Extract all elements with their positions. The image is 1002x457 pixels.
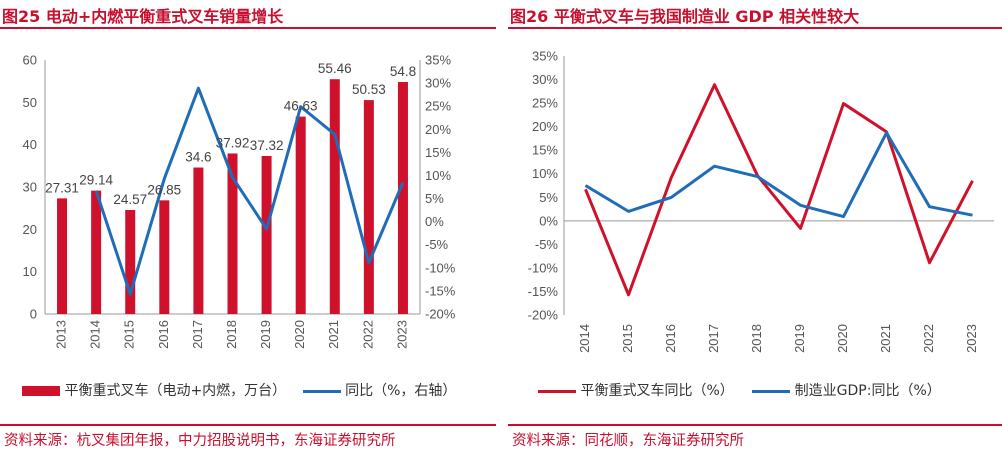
bar-data-label: 50.53 <box>352 82 386 97</box>
bar-data-label: 26.85 <box>147 182 181 197</box>
x-tick-label: 2016 <box>156 320 171 349</box>
x-tick-label: 2018 <box>224 320 239 349</box>
right-source-rule <box>508 424 1002 426</box>
x-tick-label: 2022 <box>360 320 375 349</box>
y-tick-label: -15% <box>528 284 559 299</box>
y2-tick-label: -10% <box>425 260 456 275</box>
bar-data-label: 37.92 <box>216 135 250 150</box>
bar-data-label: 54.8 <box>390 64 416 79</box>
left-chart-panel: 图25 电动+内燃平衡重式叉车销量增长 0 10 20 30 40 50 60 35% 30% 2… <box>0 0 496 457</box>
bar <box>57 198 68 314</box>
left-source-rule <box>0 424 496 426</box>
x-tick-label: 2020 <box>835 324 850 353</box>
bar <box>91 190 102 314</box>
right-source: 资料来源：同花顺，东海证券研究所 <box>512 433 744 449</box>
legend-label-gdp: 制造业GDP:同比（%） <box>794 383 941 399</box>
x-tick-label: 2017 <box>190 320 205 349</box>
y-tick-label: 35% <box>532 49 558 64</box>
bar <box>227 153 238 314</box>
right-chart-panel: 图26 平衡式叉车与我国制造业 GDP 相关性较大 35% 30% 25% 20% 15… <box>508 0 1002 457</box>
x-tick-label: 2014 <box>88 320 103 349</box>
legend-label-bar: 平衡重式叉车（电动+内燃，万台） <box>64 383 287 399</box>
yoy-growth-line <box>94 86 405 296</box>
right-title-rule <box>508 27 1002 29</box>
y2-tick-label: -15% <box>425 283 456 298</box>
legend-swatch-forklift <box>538 389 576 393</box>
y-tick-label: 25% <box>532 96 558 111</box>
bar <box>193 167 204 314</box>
x-tick-label: 2020 <box>292 320 307 349</box>
y-tick-label: 10% <box>532 166 558 181</box>
bar-data-label: 29.14 <box>79 173 113 188</box>
y-tick-label: 20 <box>23 222 37 237</box>
y2-tick-label: 15% <box>425 145 451 160</box>
bar-data-label: 55.46 <box>318 61 352 76</box>
x-tick-label: 2015 <box>122 320 137 349</box>
y-tick-label: 50 <box>23 95 37 110</box>
manufacturing-gdp-line <box>584 131 973 219</box>
bar-data-label: 46.63 <box>284 99 318 114</box>
x-tick-label: 2014 <box>577 324 592 353</box>
x-tick-label: 2019 <box>258 320 273 349</box>
bar-data-label: 27.31 <box>45 180 79 195</box>
y-tick-label: 40 <box>23 137 37 152</box>
legend-swatch-gdp <box>752 389 791 393</box>
y2-tick-label: 10% <box>425 168 451 183</box>
y-tick-label: -20% <box>528 308 559 323</box>
y2-tick-label: -20% <box>425 307 456 322</box>
bar <box>261 156 272 314</box>
y2-tick-label: 30% <box>425 76 451 91</box>
bar <box>295 116 306 314</box>
bar-data-label: 37.32 <box>250 138 284 153</box>
y-tick-label: 30 <box>23 180 37 195</box>
y2-tick-label: 5% <box>425 191 444 206</box>
bar <box>363 100 374 315</box>
x-tick-label: 2018 <box>749 324 764 353</box>
legend-label-line: 同比（%，右轴） <box>345 383 457 399</box>
left-chart: 0 10 20 30 40 50 60 35% 30% 25% 20% 15% 10% 5% 0% -5% -1… <box>23 53 456 349</box>
x-tick-label: 2023 <box>964 324 979 353</box>
legend-swatch-bar <box>22 386 60 396</box>
y-tick-label: -5% <box>535 237 559 252</box>
x-tick-label: 2016 <box>663 324 678 353</box>
left-title-rule <box>0 27 496 29</box>
forklift-yoy-line <box>584 83 974 297</box>
left-chart-title: 图25 电动+内燃平衡重式叉车销量增长 <box>2 7 284 26</box>
x-tick-label: 2022 <box>921 324 936 353</box>
y-tick-label: 5% <box>539 190 558 205</box>
x-tick-label: 2023 <box>394 320 409 349</box>
right-chart-title: 图26 平衡式叉车与我国制造业 GDP 相关性较大 <box>510 7 860 26</box>
left-source: 资料来源：杭叉集团年报，中力招股说明书，东海证券研究所 <box>4 433 396 449</box>
bar-data-label: 24.57 <box>113 192 147 207</box>
x-tick-label: 2017 <box>706 324 721 353</box>
y-tick-label: 0% <box>539 213 558 228</box>
legend-label-forklift: 平衡重式叉车同比（%） <box>580 383 734 399</box>
bar-data-label: 34.6 <box>185 150 211 165</box>
y-tick-label: -10% <box>528 260 559 275</box>
y-tick-label: 30% <box>532 72 558 87</box>
x-tick-label: 2019 <box>792 324 807 353</box>
y-tick-label: 20% <box>532 119 558 134</box>
y-tick-label: 60 <box>23 53 37 68</box>
bar <box>397 82 408 314</box>
y2-tick-label: 25% <box>425 99 451 114</box>
y-tick-label: 10 <box>23 264 37 279</box>
bar <box>125 209 136 314</box>
y2-tick-label: -5% <box>425 237 449 252</box>
y2-tick-label: 0% <box>425 214 444 229</box>
y2-tick-label: 20% <box>425 122 451 137</box>
bar <box>159 200 170 314</box>
left-legend: 平衡重式叉车（电动+内燃，万台） 同比（%，右轴） <box>22 380 456 400</box>
bar <box>329 79 340 314</box>
x-tick-label: 2015 <box>620 324 635 353</box>
right-legend: 平衡重式叉车同比（%） 制造业GDP:同比（%） <box>538 380 941 400</box>
y2-tick-label: 35% <box>425 53 451 68</box>
x-tick-label: 2013 <box>53 320 68 349</box>
x-tick-label: 2021 <box>878 324 893 353</box>
legend-swatch-line <box>302 389 341 393</box>
right-chart: 35% 30% 25% 20% 15% 10% 5% 0% -5% -10% -15% -20% 201… <box>528 49 994 353</box>
y-tick-label: 0 <box>30 307 37 322</box>
x-tick-label: 2021 <box>326 320 341 349</box>
y-tick-label: 15% <box>532 143 558 158</box>
